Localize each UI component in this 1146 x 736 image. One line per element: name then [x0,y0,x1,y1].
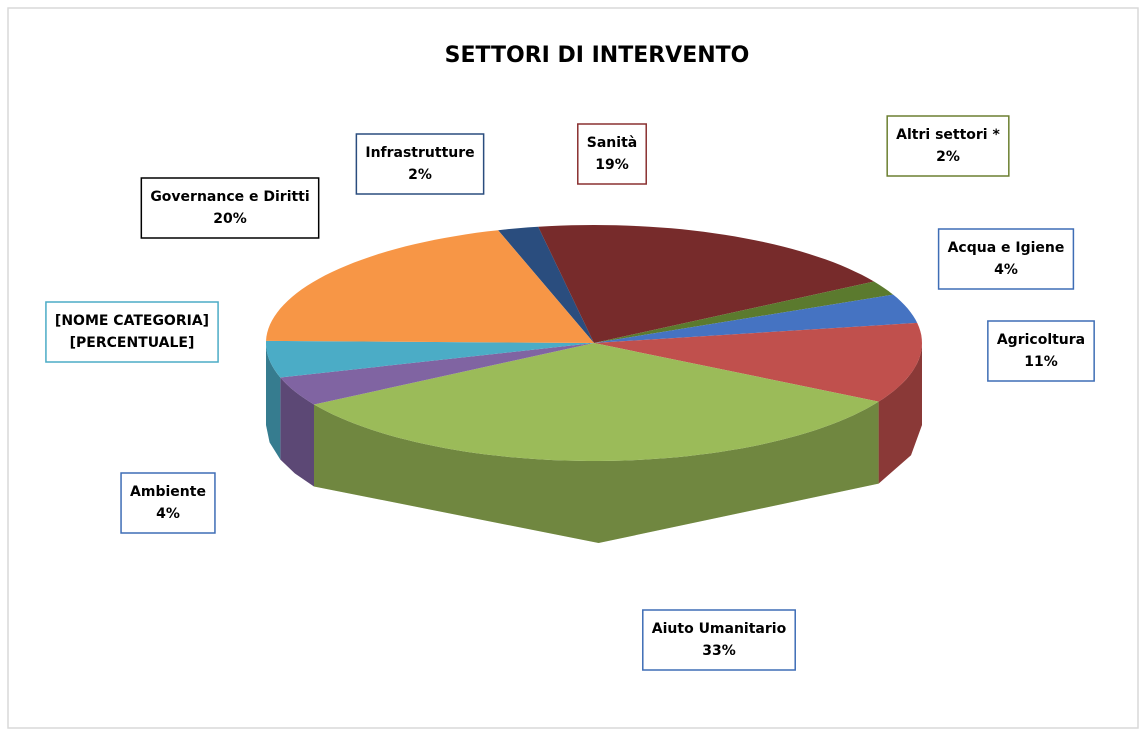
slice-side [280,377,314,487]
side-shade [266,343,281,460]
data-label-value: 20% [213,211,247,227]
slice [538,225,874,343]
slice [266,230,594,343]
chart-title: SETTORI DI INTERVENTO [445,43,750,68]
slice [594,294,918,343]
data-label-category: Sanità [587,135,637,151]
label-box [140,177,320,239]
label-box [642,609,796,671]
label-box [886,115,1010,177]
data-label-value: 4% [994,262,1018,278]
data-label-category: [NOME CATEGORIA] [55,313,209,329]
data-label-value: 2% [408,167,432,183]
data-label-value: 2% [936,149,960,165]
side-shade [878,343,922,484]
data-label-value: 11% [1024,354,1058,370]
slice [594,322,922,402]
label-box [577,123,647,185]
data-label-value: 33% [702,643,736,659]
side-shade [314,401,879,543]
slice [266,340,594,378]
data-label-category: Ambiente [130,484,206,500]
slice [314,343,879,461]
label-box [45,301,219,363]
data-label-value: [PERCENTUALE] [70,335,195,351]
data-label-category: Governance e Diritti [150,189,309,205]
slice [498,226,594,343]
slice [594,281,894,343]
data-label-category: Agricoltura [997,332,1085,348]
label-box [937,228,1075,290]
slice-side [878,343,922,484]
data-label-value: 19% [595,157,629,173]
data-label-category: Infrastrutture [365,145,474,161]
side-shade [280,377,314,487]
label-box [355,133,485,195]
data-label-category: Acqua e Igiene [948,240,1065,256]
slice-side [266,343,281,460]
label-box [987,320,1095,382]
slice [280,343,594,405]
label-box [120,472,216,534]
data-label-category: Altri settori * [896,127,1000,143]
data-label-category: Aiuto Umanitario [652,621,787,637]
data-label-value: 4% [156,506,180,522]
slice-side [314,401,879,543]
